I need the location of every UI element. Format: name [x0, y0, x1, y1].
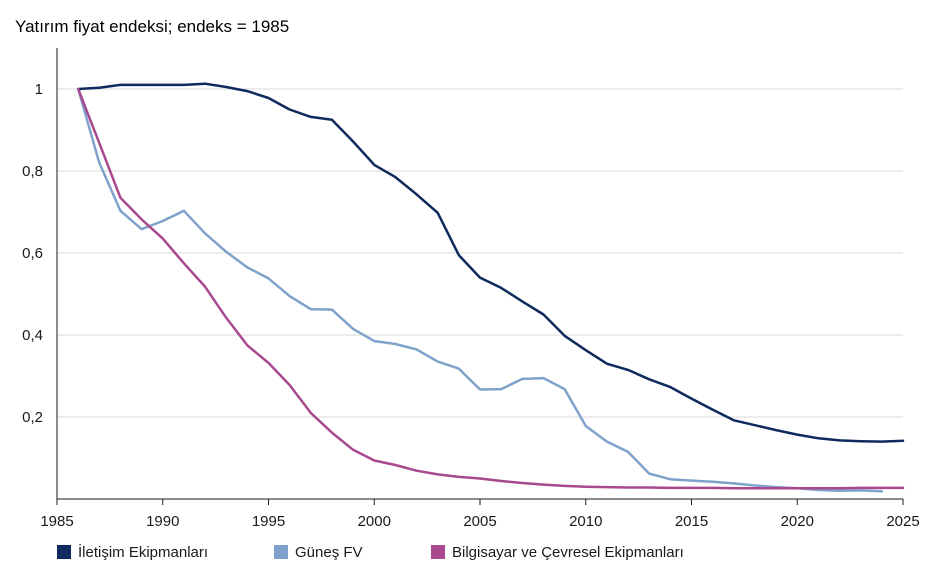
y-tick-label: 0,4: [22, 327, 43, 344]
y-axis-title: Yatırım fiyat endeksi; endeks = 1985: [15, 17, 289, 36]
x-tick-label: 2020: [781, 513, 814, 530]
series-lines: [76, 82, 905, 493]
x-tick-label: 2010: [569, 513, 602, 530]
legend-label: İletişim Ekipmanları: [78, 543, 208, 561]
y-tick-label: 0,2: [22, 409, 43, 426]
y-tick-label: 0,8: [22, 163, 43, 180]
legend-label: Bilgisayar ve Çevresel Ekipmanları: [452, 544, 684, 561]
y-tick-label: 0,6: [22, 245, 43, 262]
tick-labels: 0,2 0,4 0,6 0,8 1 1985 1990 1995 2000 2005 2010 201…: [22, 81, 920, 530]
legend: İletişim Ekipmanları Güneş FV Bilgisayar v…: [57, 543, 684, 561]
x-tick-label: 2000: [358, 513, 391, 530]
y-tick-label: 1: [35, 81, 43, 98]
x-tick-label: 1985: [40, 513, 73, 530]
x-tick-label: 1995: [252, 513, 285, 530]
legend-swatch: [57, 545, 71, 559]
axes: [56, 48, 904, 505]
gridlines: [57, 88, 903, 418]
x-tick-label: 2005: [463, 513, 496, 530]
x-tick-label: 2025: [886, 513, 919, 530]
legend-swatch: [431, 545, 445, 559]
series-line-1: [76, 87, 884, 493]
series-line-2: [76, 87, 905, 490]
x-tick-label: 2015: [675, 513, 708, 530]
series-line-0: [76, 82, 905, 443]
legend-label: Güneş FV: [295, 544, 363, 561]
x-tick-label: 1990: [146, 513, 179, 530]
legend-swatch: [274, 545, 288, 559]
